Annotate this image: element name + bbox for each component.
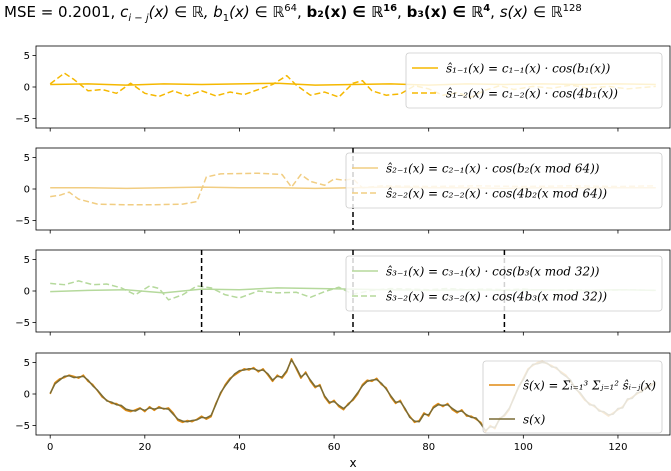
title-part: 4 (483, 3, 490, 14)
legend: ŝ₃₋₁(x) = c₃₋₁(x) · cos(b₃(x mod 32)) ŝ₃₋… (345, 255, 663, 312)
legend: ŝ(x) = Σᵢ₌₁³ Σⱼ₌₁² ŝᵢ₋ⱼ(x) s(x) (482, 360, 663, 434)
title-part: (x) ∈ ℝ, (149, 3, 214, 21)
y-tick-label: 0 (24, 185, 30, 196)
x-tick-label: 100 (514, 442, 533, 453)
legend-label: ŝ₁₋₁(x) = c₁₋₁(x) · cos(b₁(x)) (446, 62, 611, 76)
y-tick-label: 0 (24, 287, 30, 298)
title-part: MSE = 0.2001, (4, 3, 120, 21)
title-part: c (120, 3, 129, 21)
x-tick-label: 0 (47, 442, 53, 453)
y-tick-label: 5 (24, 153, 30, 164)
panel-2: −5 0 5 ŝ₂₋₁(x) = c₂₋₁(x) · cos(b₂(x mod 64)… (15, 147, 671, 234)
panel-4: −5 0 5 0 20 40 60 80 100 120 x ŝ(x) = Σᵢ₌₁³ Σⱼ₌₁² ŝ… (15, 352, 671, 470)
y-tick-label: −5 (15, 114, 30, 125)
legend-label: ŝ₁₋₂(x) = c₁₋₂(x) · cos(4b₁(x)) (446, 87, 618, 101)
y-tick-label: −5 (15, 216, 30, 227)
legend-box (405, 52, 663, 109)
title-part: i − j (128, 13, 149, 24)
y-tick-label: −5 (15, 318, 30, 329)
title-part: b₃(x) ∈ ℝ (407, 3, 484, 21)
panels: −5 0 5 ŝ₁₋₁(x) = c₁₋₁(x) · cos(b₁(x)) ŝ₁₋₂(x… (15, 45, 671, 470)
legend-label: ŝ₂₋₁(x) = c₂₋₁(x) · cos(b₂(x mod 64)) (386, 162, 600, 176)
panel-3: −5 0 5 ŝ₃₋₁(x) = c₃₋₁(x) · cos(b₃(x mod 32)… (15, 249, 671, 336)
legend-label: s(x) (523, 413, 546, 427)
x-tick-label: 40 (233, 442, 246, 453)
legend-box (345, 255, 663, 312)
y-tick-label: 0 (24, 83, 30, 94)
title-part: 16 (383, 3, 397, 14)
x-tick-label: 60 (328, 442, 341, 453)
legend-label: ŝ(x) = Σᵢ₌₁³ Σⱼ₌₁² ŝᵢ₋ⱼ(x) (523, 379, 656, 393)
x-tick-label: 120 (608, 442, 627, 453)
y-tick-label: −5 (15, 421, 30, 432)
y-tick-label: 5 (24, 51, 30, 62)
title-part: , (397, 3, 407, 21)
legend-label: ŝ₃₋₁(x) = c₃₋₁(x) · cos(b₃(x mod 32)) (386, 265, 600, 279)
title-part: 64 (284, 3, 297, 14)
legend-box (345, 152, 663, 209)
title-part: b₂(x) ∈ ℝ (307, 3, 384, 21)
y-tick-label: 0 (24, 390, 30, 401)
title-part: (x) ∈ ℝ (229, 3, 284, 21)
title-part: b (213, 3, 223, 21)
chart-title: MSE = 0.2001, ci − j(x) ∈ ℝ, b1(x) ∈ ℝ64… (4, 3, 582, 24)
legend-box (482, 360, 663, 434)
y-tick-label: 5 (24, 255, 30, 266)
title-part: 128 (563, 3, 582, 14)
x-tick-label: 80 (422, 442, 435, 453)
series-line-2 (49, 72, 656, 98)
title-part: , (490, 3, 500, 21)
legend-label: ŝ₂₋₂(x) = c₂₋₂(x) · cos(4b₂(x mod 64)) (386, 187, 607, 201)
panel-1: −5 0 5 ŝ₁₋₁(x) = c₁₋₁(x) · cos(b₁(x)) ŝ₁₋₂(x… (15, 45, 671, 132)
title-text: MSE = 0.2001, ci − j(x) ∈ ℝ, b1(x) ∈ ℝ64… (4, 3, 582, 24)
title-part: s(x) ∈ ℝ (500, 3, 563, 21)
legend: ŝ₂₋₁(x) = c₂₋₁(x) · cos(b₂(x mod 64)) ŝ₂₋… (345, 152, 663, 209)
y-tick-label: 5 (24, 358, 30, 369)
title-part: , (297, 3, 307, 21)
x-axis-label: x (349, 456, 356, 470)
legend-label: ŝ₃₋₂(x) = c₃₋₂(x) · cos(4b₃(x mod 32)) (386, 290, 607, 304)
legend: ŝ₁₋₁(x) = c₁₋₁(x) · cos(b₁(x)) ŝ₁₋₂(x) = … (405, 52, 663, 109)
title-part: 1 (223, 13, 229, 24)
x-tick-label: 20 (138, 442, 151, 453)
